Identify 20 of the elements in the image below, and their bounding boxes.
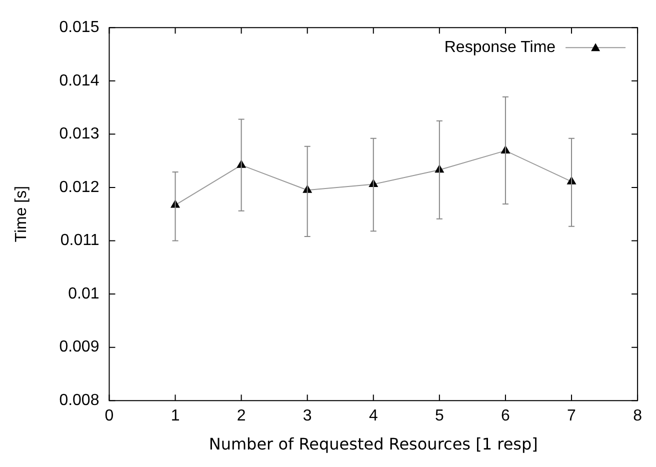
x-tick-label: 1 [170, 408, 180, 425]
x-tick-label: 0 [104, 408, 114, 425]
x-tick-label: 2 [236, 408, 246, 425]
x-tick-label: 3 [302, 408, 312, 425]
legend-label: Response Time [444, 39, 556, 56]
x-tick-label: 4 [368, 408, 378, 425]
x-tick-label: 6 [501, 408, 510, 425]
y-tick-label: 0.013 [59, 126, 100, 143]
x-tick-label: 7 [567, 408, 576, 425]
y-tick-label: 0.011 [60, 232, 100, 250]
y-axis-title: Time [s] [13, 186, 30, 242]
y-tick-label: 0.012 [59, 178, 100, 196]
x-axis-title: Number of Requested Resources [1 resp] [208, 434, 538, 454]
x-tick-label: 5 [434, 408, 444, 425]
y-tick-label: 0.008 [59, 392, 100, 410]
x-tick-label: 8 [633, 408, 642, 425]
y-tick-label: 0.015 [59, 19, 100, 36]
y-tick-label: 0.009 [59, 338, 100, 356]
y-tick-label: 0.014 [59, 72, 100, 90]
y-tick-label: 0.01 [68, 285, 100, 302]
